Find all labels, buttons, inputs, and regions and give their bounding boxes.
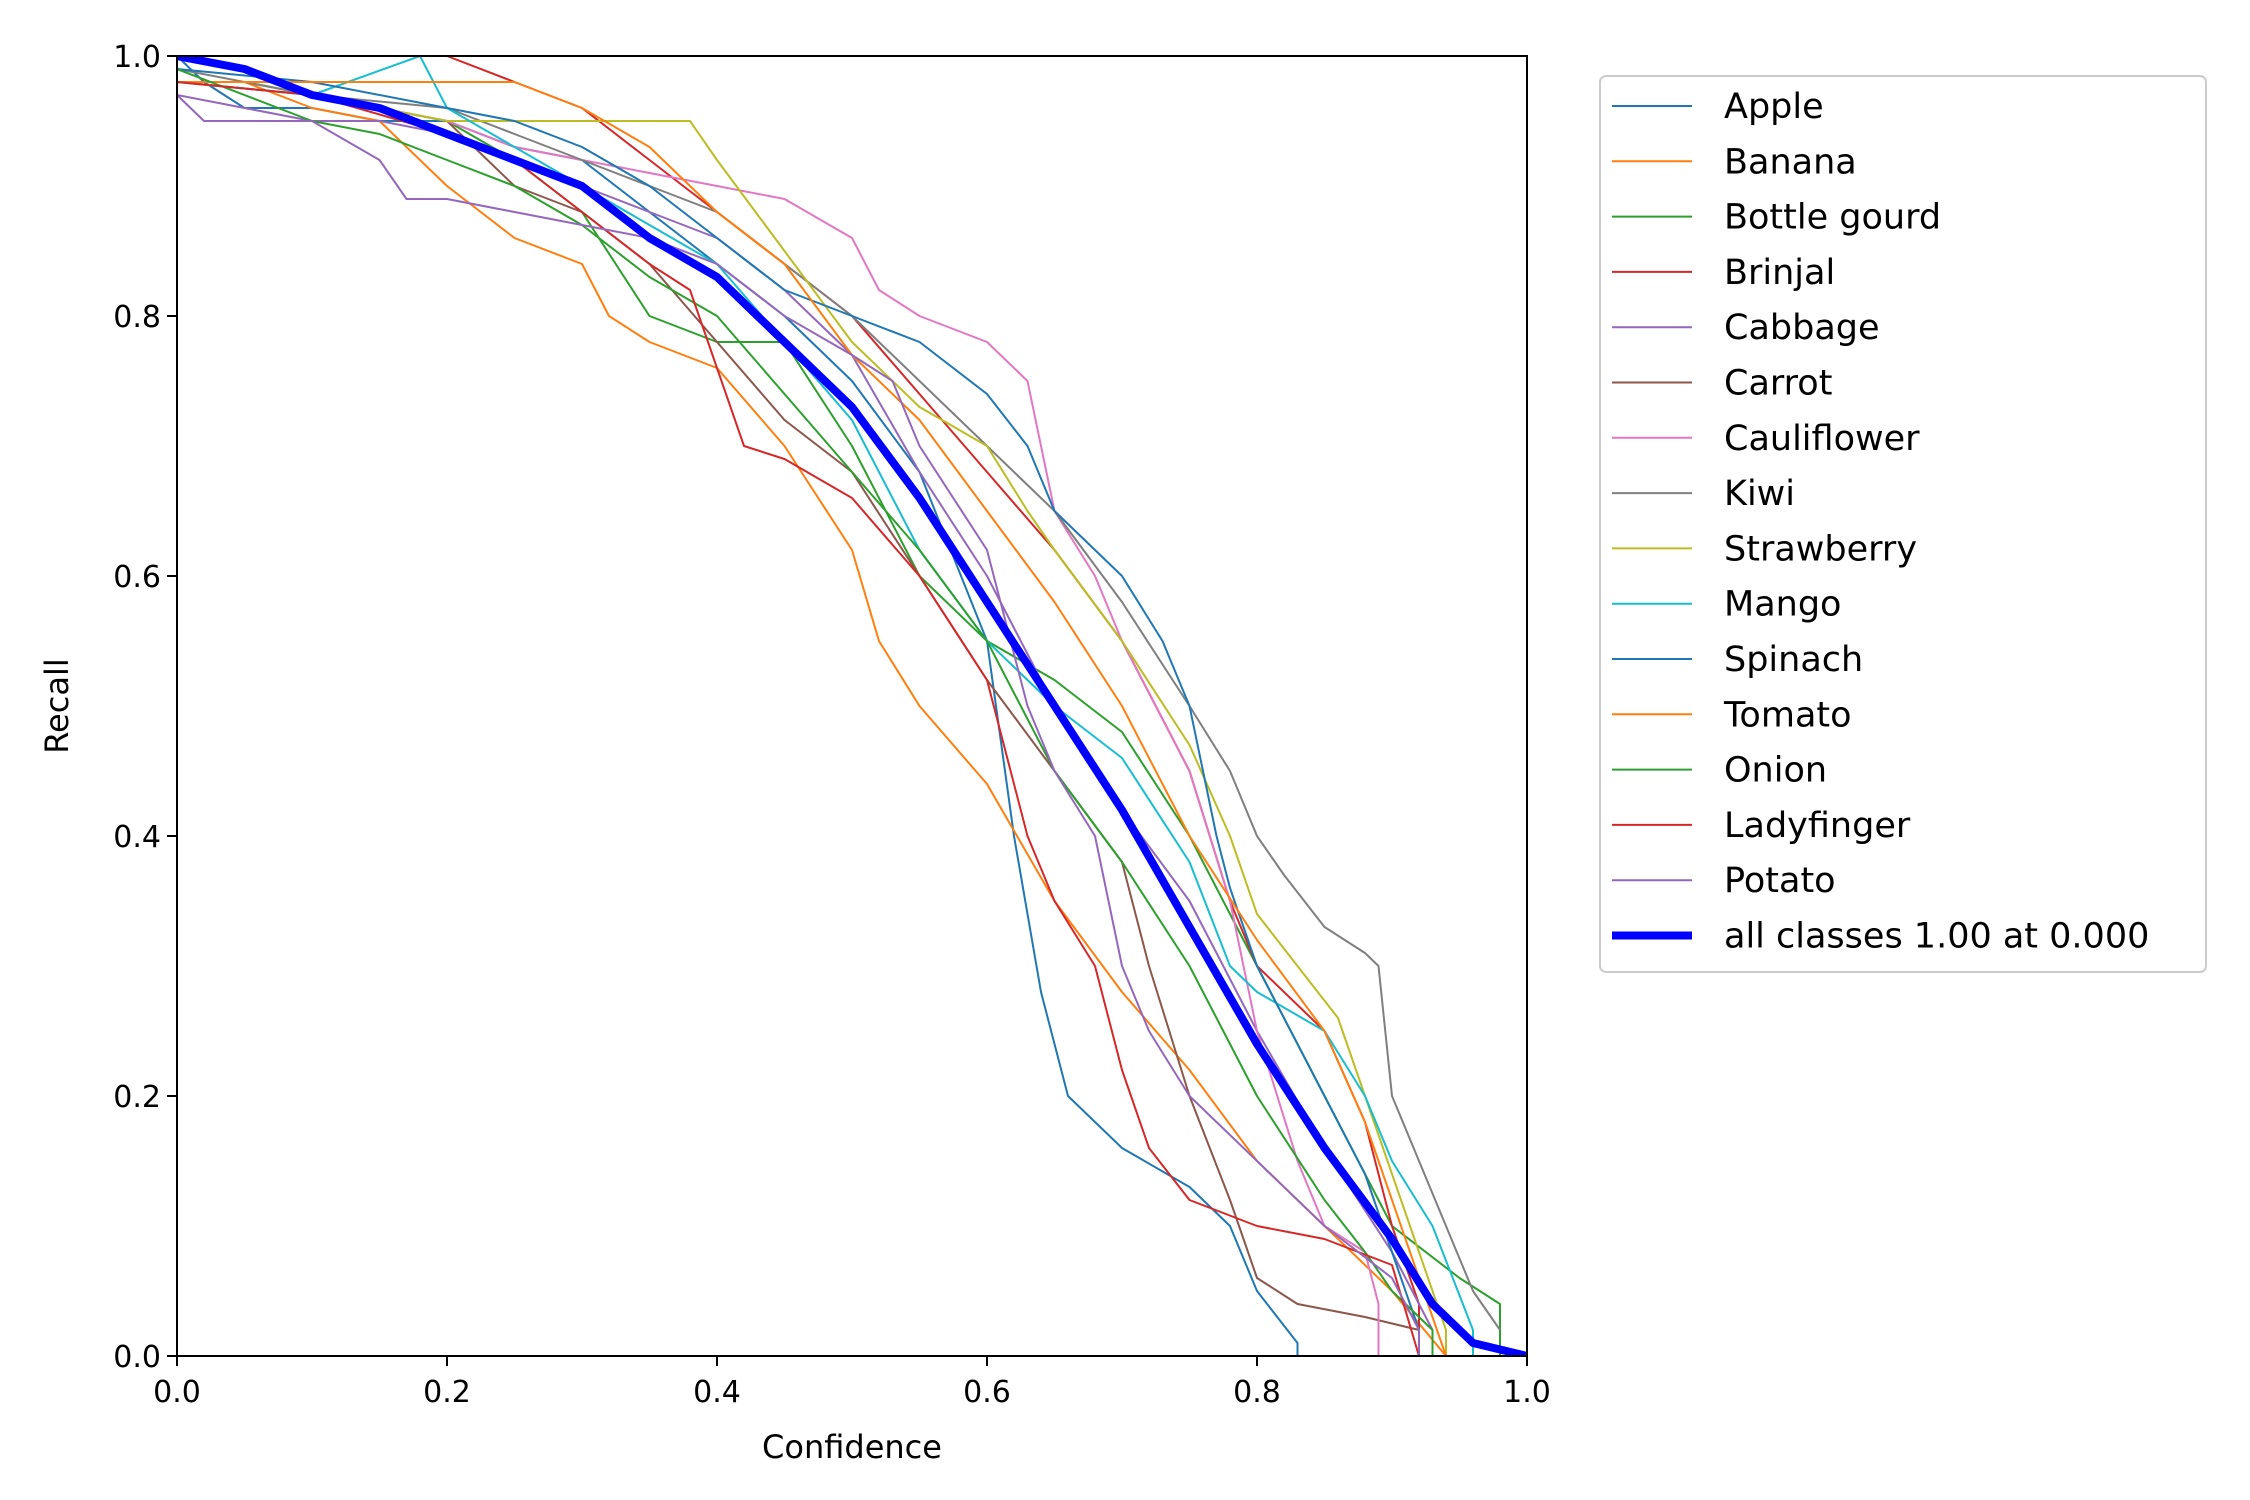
legend-entry: Bottle gourd bbox=[1724, 198, 1941, 238]
series-line-ladyfinger bbox=[177, 81, 1420, 1356]
y-tick-label: 0.6 bbox=[113, 560, 161, 595]
legend-entry: Ladyfinger bbox=[1724, 806, 1911, 846]
legend-box bbox=[1599, 75, 2207, 973]
legend-entry: Onion bbox=[1724, 751, 1827, 791]
series-line-kiwi bbox=[177, 68, 1501, 1331]
plot-lines bbox=[177, 56, 1527, 1356]
series-line-all-classes-1-00-at-0-000 bbox=[177, 56, 1527, 1356]
legend-entry: Apple bbox=[1724, 87, 1824, 127]
legend-entry: Tomato bbox=[1723, 695, 1852, 735]
y-tick-label: 0.0 bbox=[113, 1340, 161, 1375]
legend-entry: Brinjal bbox=[1724, 253, 1835, 293]
series-line-mango bbox=[177, 56, 1474, 1356]
legend: Apple Banana Bottle gourd Brinjal Cabbage Car… bbox=[1599, 75, 2207, 973]
series-line-brinjal bbox=[177, 56, 1420, 1356]
series-line-cauliflower bbox=[177, 81, 1380, 1356]
series-line-cabbage bbox=[177, 94, 1434, 1356]
x-axis-ticks: 0.0 0.2 0.4 0.6 0.8 1.0 bbox=[153, 1356, 1551, 1410]
x-tick-label: 0.6 bbox=[963, 1375, 1011, 1410]
y-axis-ticks: 0.0 0.2 0.4 0.6 0.8 1.0 bbox=[113, 40, 177, 1375]
series-line-potato bbox=[177, 94, 1420, 1356]
legend-entry: Banana bbox=[1724, 142, 1857, 182]
x-tick-label: 0.8 bbox=[1233, 1375, 1281, 1410]
series-line-banana bbox=[177, 81, 1447, 1356]
series-line-spinach bbox=[177, 68, 1420, 1356]
legend-entry: Cabbage bbox=[1724, 308, 1880, 348]
series-line-apple bbox=[177, 56, 1299, 1356]
y-tick-label: 0.4 bbox=[113, 820, 161, 855]
legend-entry: Spinach bbox=[1724, 640, 1863, 680]
y-tick-label: 0.8 bbox=[113, 300, 161, 335]
series-line-carrot bbox=[177, 81, 1420, 1356]
series-line-onion bbox=[177, 68, 1434, 1356]
series-line-tomato bbox=[177, 81, 1447, 1356]
legend-entry: Mango bbox=[1724, 585, 1841, 625]
legend-entry: Strawberry bbox=[1724, 529, 1917, 569]
legend-entry: Carrot bbox=[1724, 364, 1832, 404]
legend-entry: all classes 1.00 at 0.000 bbox=[1724, 917, 2149, 957]
x-axis-label: Confidence bbox=[762, 1428, 942, 1466]
plot-frame bbox=[176, 55, 1528, 1357]
series-line-strawberry bbox=[177, 81, 1447, 1356]
y-tick-label: 0.2 bbox=[113, 1080, 161, 1115]
x-tick-label: 0.2 bbox=[423, 1375, 471, 1410]
legend-entry: Potato bbox=[1724, 861, 1836, 901]
x-tick-label: 1.0 bbox=[1503, 1375, 1551, 1410]
y-axis-label: Recall bbox=[38, 658, 76, 753]
legend-entry: Kiwi bbox=[1724, 474, 1795, 514]
legend-entry: Cauliflower bbox=[1724, 419, 1920, 459]
x-tick-label: 0.0 bbox=[153, 1375, 201, 1410]
y-tick-label: 1.0 bbox=[113, 40, 161, 75]
x-tick-label: 0.4 bbox=[693, 1375, 741, 1410]
